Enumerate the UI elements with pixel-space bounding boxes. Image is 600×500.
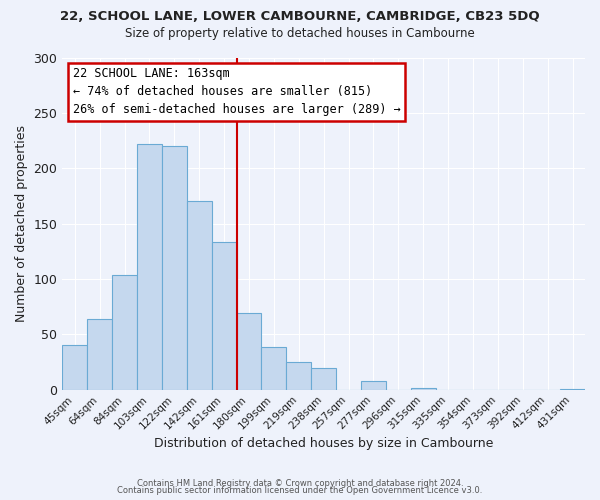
Bar <box>411 388 436 390</box>
Bar <box>286 362 311 390</box>
Bar <box>137 144 162 390</box>
Text: Size of property relative to detached houses in Cambourne: Size of property relative to detached ho… <box>125 28 475 40</box>
Bar <box>187 202 212 390</box>
Bar <box>62 346 87 390</box>
Bar <box>262 346 286 390</box>
Text: 22, SCHOOL LANE, LOWER CAMBOURNE, CAMBRIDGE, CB23 5DQ: 22, SCHOOL LANE, LOWER CAMBOURNE, CAMBRI… <box>60 10 540 23</box>
Bar <box>361 381 386 390</box>
X-axis label: Distribution of detached houses by size in Cambourne: Distribution of detached houses by size … <box>154 437 493 450</box>
Bar <box>560 388 585 390</box>
Text: 22 SCHOOL LANE: 163sqm
← 74% of detached houses are smaller (815)
26% of semi-de: 22 SCHOOL LANE: 163sqm ← 74% of detached… <box>73 68 400 116</box>
Bar <box>112 274 137 390</box>
Text: Contains public sector information licensed under the Open Government Licence v3: Contains public sector information licen… <box>118 486 482 495</box>
Bar <box>311 368 336 390</box>
Bar <box>87 319 112 390</box>
Y-axis label: Number of detached properties: Number of detached properties <box>15 125 28 322</box>
Bar <box>162 146 187 390</box>
Bar <box>236 314 262 390</box>
Text: Contains HM Land Registry data © Crown copyright and database right 2024.: Contains HM Land Registry data © Crown c… <box>137 478 463 488</box>
Bar <box>212 242 236 390</box>
